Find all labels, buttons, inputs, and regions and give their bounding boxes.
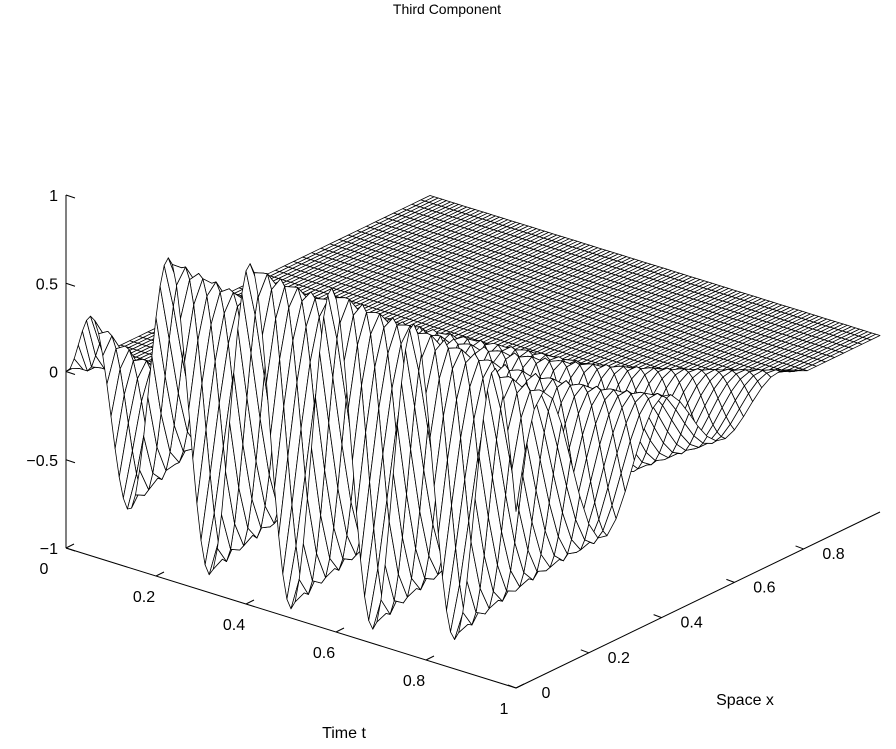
y-tick-label: 0.6 <box>753 579 775 596</box>
z-tick-mark <box>65 459 76 464</box>
x-axis-label: Time t <box>322 725 366 742</box>
z-axis-ticks: 1 0.5 0 −0.5 −1 <box>26 188 76 558</box>
y-axis-ticks: 0 0.2 0.4 0.6 0.8 <box>507 545 845 702</box>
x-tick-label: 0.2 <box>133 589 155 606</box>
y-tick-label: 0.4 <box>680 615 702 632</box>
y-tick-mark <box>795 545 804 550</box>
y-axis-line <box>515 511 881 689</box>
y-axis-label: Space x <box>716 692 774 709</box>
x-tick-mark <box>245 599 255 605</box>
x-axis-ticks: 0 0.2 0.4 0.6 0.8 1 <box>40 543 525 718</box>
y-tick-mark <box>507 684 517 689</box>
z-tick-label: −1 <box>40 541 58 558</box>
z-tick-label: 0.5 <box>36 276 58 293</box>
surface-mesh <box>65 195 881 640</box>
z-tick-mark <box>65 371 76 375</box>
x-tick-label: 0.8 <box>403 673 425 690</box>
x-tick-label: 1 <box>500 701 509 718</box>
z-tick-label: 1 <box>49 188 58 205</box>
x-axis-line <box>65 547 517 689</box>
y-tick-label: 0.2 <box>608 650 630 667</box>
z-tick-mark <box>65 194 76 199</box>
x-tick-label: 0.4 <box>223 617 245 634</box>
y-tick-mark <box>580 649 589 654</box>
y-tick-label: 0.8 <box>822 546 844 563</box>
x-tick-mark <box>335 627 345 633</box>
z-tick-mark <box>65 282 76 287</box>
x-tick-mark <box>65 543 75 549</box>
chart-title: Third Component <box>393 1 501 17</box>
x-tick-mark <box>155 571 165 577</box>
y-tick-mark <box>726 578 735 583</box>
y-tick-label: 0 <box>542 685 551 702</box>
x-tick-label: 0 <box>40 561 49 578</box>
y-tick-mark <box>653 614 662 619</box>
z-tick-label: 0 <box>49 365 58 382</box>
z-tick-label: −0.5 <box>26 453 58 470</box>
x-tick-label: 0.6 <box>313 645 335 662</box>
x-tick-mark <box>425 655 435 661</box>
